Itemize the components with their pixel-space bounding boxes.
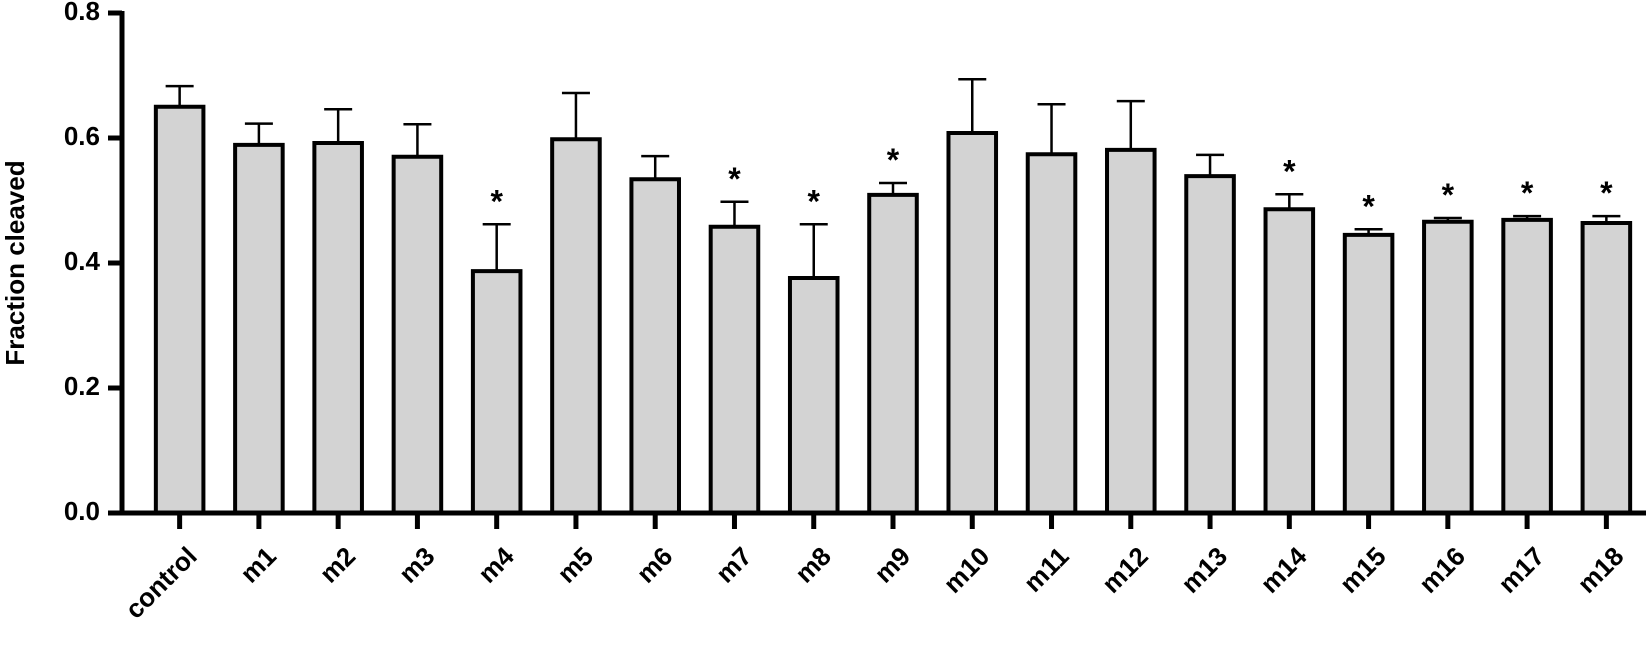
x-tick-label: m2 <box>313 541 361 589</box>
bar <box>153 104 206 515</box>
x-tick-label: m10 <box>937 541 995 599</box>
bar <box>1342 232 1395 515</box>
x-tick-label: m12 <box>1096 541 1154 599</box>
significance-mark: * <box>1362 188 1375 224</box>
x-tick-label: m13 <box>1175 541 1233 599</box>
y-tick-label: 0.4 <box>64 246 101 276</box>
significance-mark: * <box>490 183 503 219</box>
y-tick-label: 0.8 <box>64 0 100 26</box>
bar <box>312 141 364 515</box>
bar <box>629 177 681 515</box>
x-tick-label: m17 <box>1492 541 1550 599</box>
bar <box>233 142 285 515</box>
significance-mark: * <box>1283 153 1296 189</box>
bar <box>1263 207 1316 515</box>
significance-mark: * <box>1600 175 1613 211</box>
bar <box>708 224 761 515</box>
y-axis-label: Fraction cleaved <box>0 160 30 365</box>
y-tick-label: 0.0 <box>64 496 100 526</box>
y-tick-label: 0.2 <box>64 371 100 401</box>
bar <box>1105 147 1157 515</box>
significance-mark: * <box>1442 177 1455 213</box>
bar <box>867 192 919 515</box>
bar <box>1184 174 1236 515</box>
bar <box>787 276 840 515</box>
bar <box>1422 219 1474 515</box>
significance-mark: * <box>728 161 741 197</box>
x-tick-label: m4 <box>472 541 520 589</box>
x-tick-label: m15 <box>1334 541 1392 599</box>
x-tick-label: m8 <box>789 541 837 589</box>
bar <box>550 137 602 515</box>
x-tick-label: m3 <box>393 541 441 589</box>
bar <box>391 154 444 515</box>
bar <box>1025 152 1078 515</box>
x-tick-label: m9 <box>868 541 916 589</box>
significance-mark: * <box>887 142 900 178</box>
x-tick-label: m5 <box>551 541 599 589</box>
x-tick-label: m14 <box>1254 541 1312 599</box>
bar <box>470 269 523 515</box>
x-tick-label: m16 <box>1413 541 1471 599</box>
x-tick-label: control <box>119 541 203 625</box>
x-tick-label: m11 <box>1018 541 1075 598</box>
y-tick-label: 0.6 <box>64 121 100 151</box>
bar <box>946 131 999 515</box>
bar <box>1580 221 1633 515</box>
x-tick-label: m6 <box>631 541 679 589</box>
x-tick-label: m18 <box>1571 541 1629 599</box>
significance-mark: * <box>1521 175 1534 211</box>
significance-mark: * <box>808 183 821 219</box>
x-tick-label: m1 <box>234 541 282 589</box>
bar <box>1501 217 1553 515</box>
x-tick-label: m7 <box>710 541 758 589</box>
